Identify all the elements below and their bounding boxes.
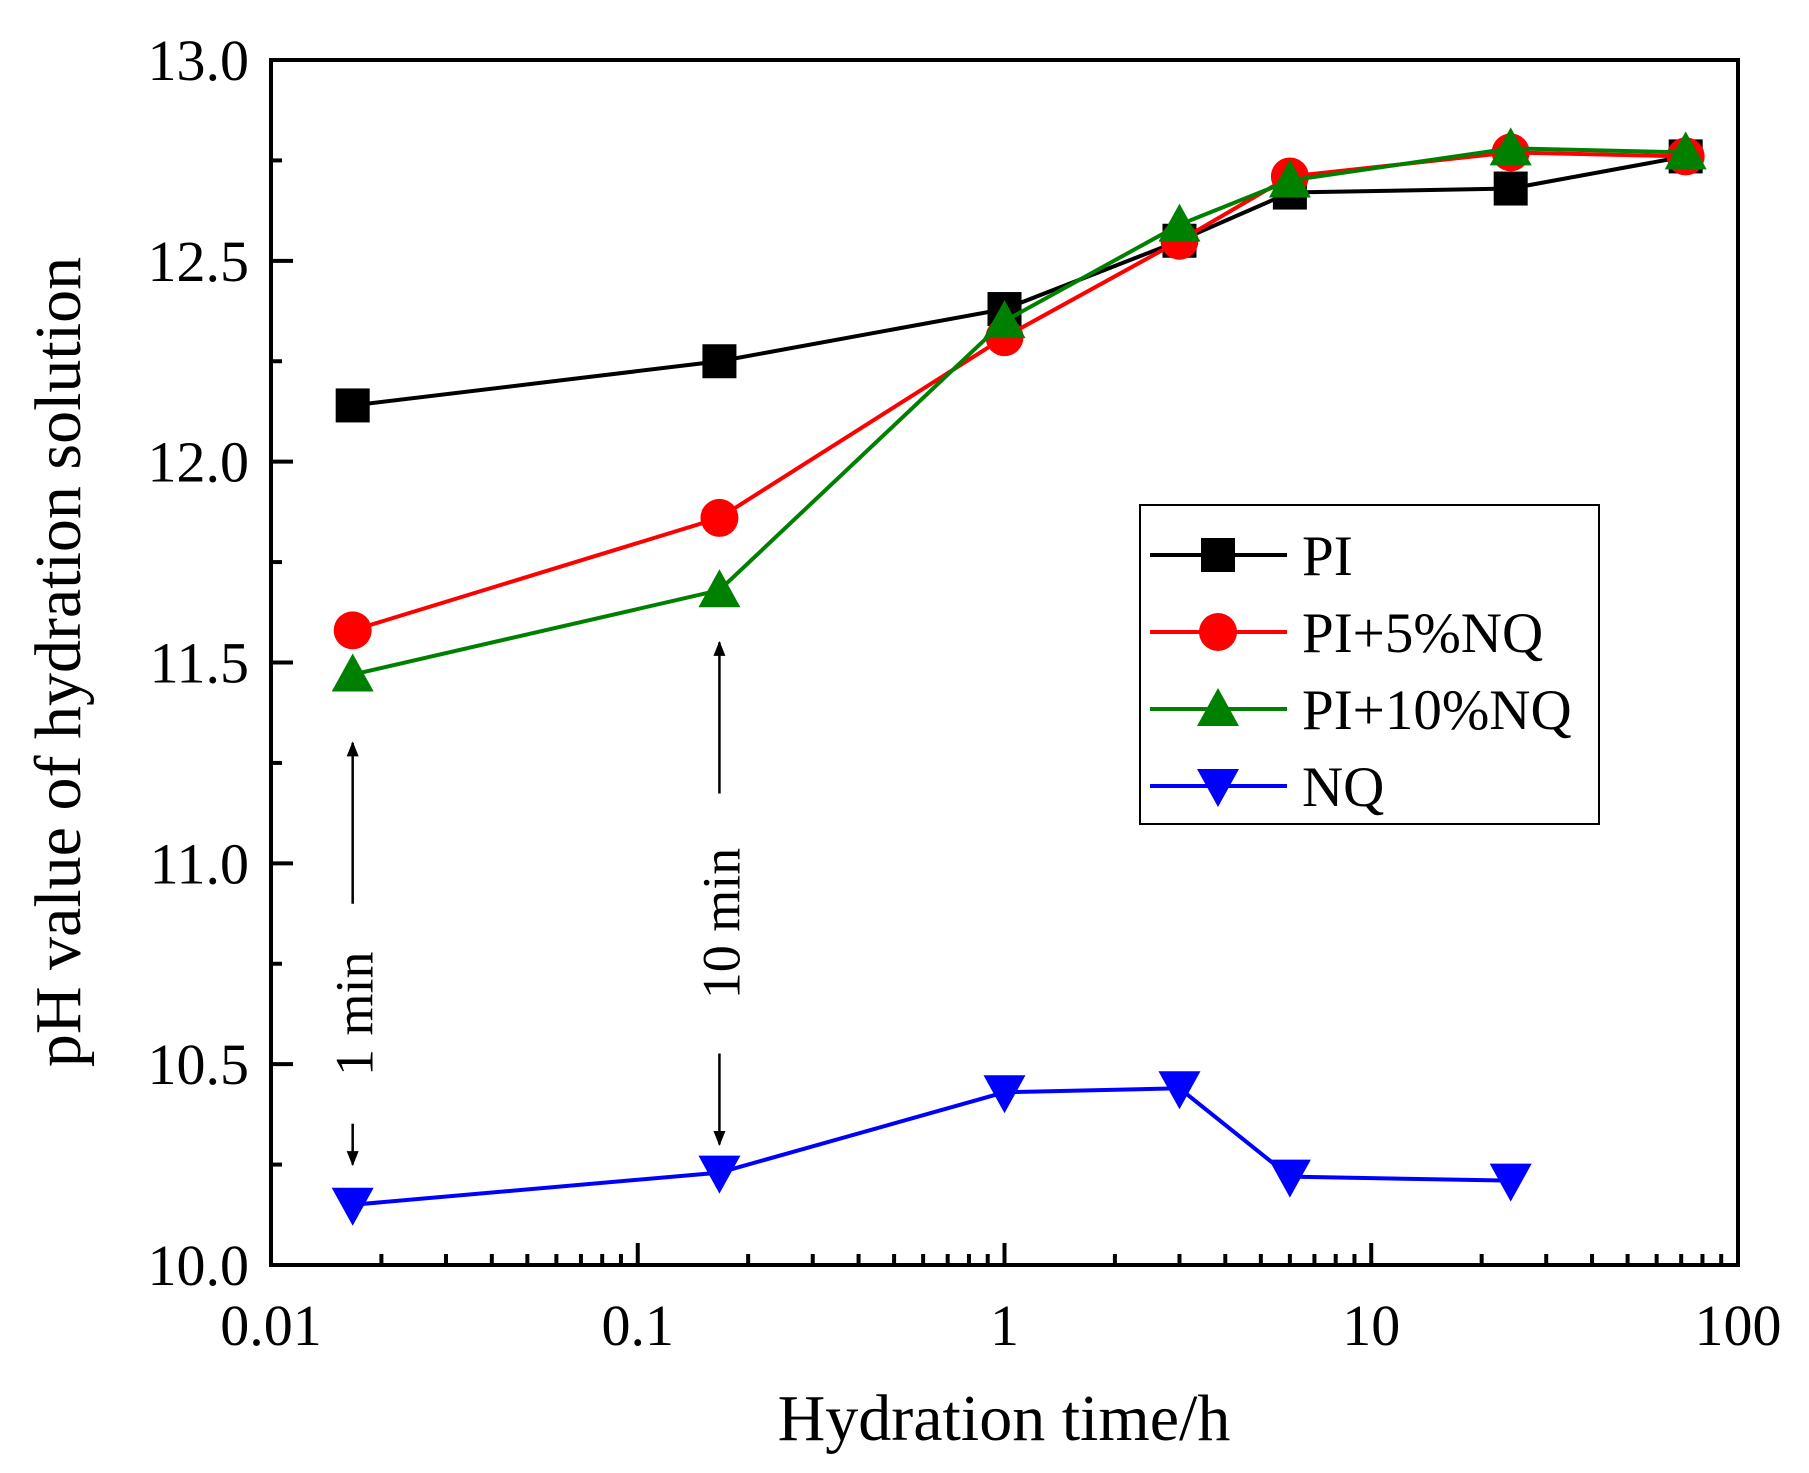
data-point-pi-5-nq [700, 498, 739, 537]
x-tick-label: 1 [990, 1293, 1019, 1358]
legend-label-pi-5-nq: PI+5%NQ [1302, 602, 1543, 665]
data-point-nq [331, 1187, 374, 1226]
data-point-pi-10-nq [1158, 203, 1201, 242]
legend-marker-pi [1201, 538, 1235, 572]
data-point-nq [698, 1155, 741, 1194]
data-point-pi-10-nq [983, 300, 1026, 339]
y-tick-label: 11.0 [150, 831, 249, 896]
y-tick-label: 11.5 [150, 631, 249, 696]
y-axis-label: pH value of hydration solution [22, 257, 95, 1067]
legend-label-pi-10-nq: PI+10%NQ [1302, 679, 1572, 742]
series-line-pi [352, 154, 1687, 408]
annotation-label: 10 min [691, 848, 751, 1000]
annotation-label: 1 min [325, 951, 385, 1076]
data-point-nq [983, 1075, 1026, 1114]
data-point-pi-5-nq [333, 611, 372, 650]
series-line-nq [352, 1086, 1511, 1207]
x-tick-label: 10 [1342, 1293, 1400, 1358]
data-point-pi [335, 388, 370, 423]
data-point-pi-10-nq [1664, 131, 1707, 170]
data-point-nq [1489, 1163, 1532, 1202]
x-tick-label: 0.01 [220, 1293, 322, 1358]
legend-marker-nq [1197, 769, 1239, 807]
data-point-pi-10-nq [698, 569, 741, 608]
y-tick-label: 12.0 [148, 430, 250, 495]
data-point-pi-10-nq [1489, 127, 1532, 166]
data-point-pi-10-nq [331, 653, 374, 692]
legend-marker-pi-5-nq [1199, 613, 1237, 651]
y-tick-label: 10.0 [148, 1233, 250, 1298]
data-point-pi [702, 344, 737, 379]
y-tick-label: 10.5 [148, 1032, 250, 1097]
data-point-pi-10-nq [1268, 159, 1311, 198]
legend-marker-pi-10-nq [1197, 688, 1239, 726]
legend-label-pi: PI [1302, 525, 1353, 588]
data-point-nq [1268, 1159, 1311, 1198]
legend-label-nq: NQ [1302, 756, 1384, 819]
y-tick-label: 12.5 [148, 229, 250, 294]
x-axis-label: Hydration time/h [778, 1382, 1231, 1455]
data-point-nq [1158, 1071, 1201, 1110]
x-tick-label: 100 [1695, 1293, 1782, 1358]
y-tick-label: 13.0 [148, 28, 250, 93]
data-point-pi [1493, 171, 1528, 206]
legend: PI PI+5%NQ PI+10%NQ NQ [1139, 504, 1600, 825]
x-tick-label: 0.1 [602, 1293, 675, 1358]
